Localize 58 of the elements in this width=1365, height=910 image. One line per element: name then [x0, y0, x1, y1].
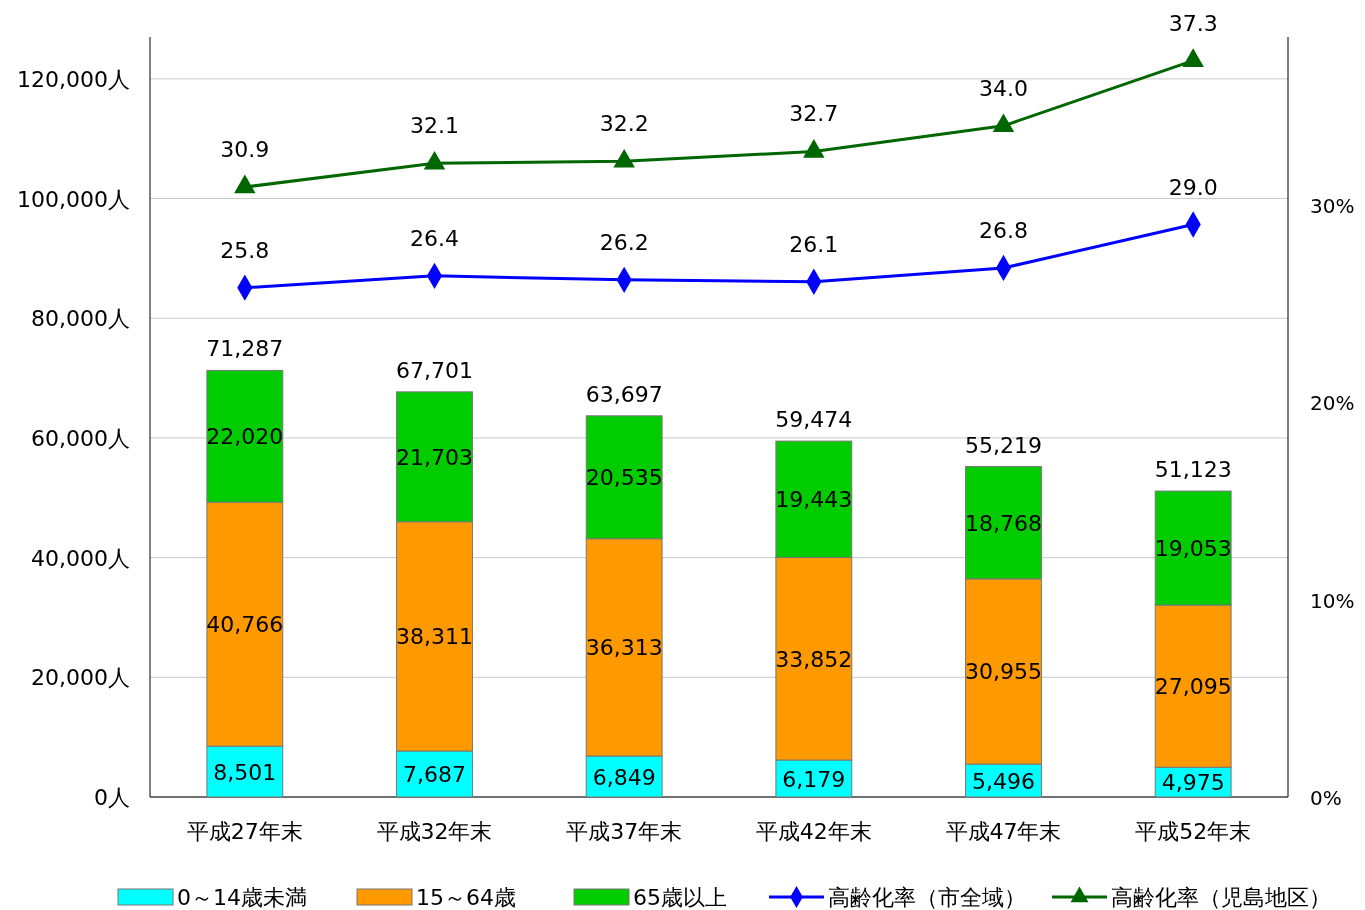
- data-label: 29.0: [1168, 174, 1218, 200]
- data-label: 37.3: [1168, 10, 1218, 36]
- y-tick-label: 80,000人: [31, 306, 130, 332]
- data-label: 21,703: [396, 444, 473, 470]
- data-label: 8,501: [213, 759, 277, 785]
- data-label: 33,852: [775, 646, 853, 672]
- total-label: 51,123: [1154, 457, 1232, 483]
- data-label: 4,975: [1161, 770, 1225, 796]
- data-label: 18,768: [965, 510, 1042, 536]
- legend-label: 高齢化率（児島地区）: [1111, 885, 1331, 910]
- y2-tick-label: 10%: [1310, 588, 1355, 613]
- y2-tick-label: 20%: [1310, 391, 1355, 416]
- data-label: 26.1: [789, 231, 839, 257]
- x-tick-label: 平成27年末: [186, 819, 303, 844]
- data-label: 26.8: [979, 217, 1028, 243]
- data-label: 38,311: [396, 624, 473, 650]
- data-label: 25.8: [220, 237, 270, 263]
- x-tick-label: 平成47年末: [945, 819, 1062, 844]
- data-label: 19,053: [1154, 536, 1232, 562]
- x-tick-label: 平成52年末: [1135, 819, 1252, 844]
- data-label: 22,020: [206, 424, 284, 450]
- y2-tick-label: 30%: [1310, 193, 1355, 218]
- data-label: 32.1: [410, 113, 459, 139]
- data-label: 27,095: [1154, 674, 1232, 700]
- legend-label: 高齢化率（市全域）: [828, 885, 1026, 910]
- data-label: 19,443: [775, 487, 853, 513]
- total-label: 55,219: [965, 432, 1042, 458]
- data-label: 6,179: [782, 766, 846, 792]
- legend-label: 65歳以上: [633, 885, 727, 910]
- data-label: 36,313: [585, 635, 663, 661]
- data-label: 7,687: [403, 762, 466, 787]
- y-tick-label: 60,000人: [31, 425, 130, 451]
- data-label: 5,496: [972, 768, 1035, 794]
- y-tick-label: 100,000人: [17, 186, 130, 212]
- y-tick-label: 0人: [94, 785, 130, 810]
- y-tick-label: 20,000人: [31, 665, 130, 691]
- total-label: 71,287: [206, 336, 284, 362]
- data-label: 34.0: [979, 75, 1028, 101]
- legend-label: 15～64歳: [416, 885, 516, 910]
- x-tick-label: 平成37年末: [566, 819, 683, 844]
- data-label: 26.4: [410, 225, 459, 251]
- data-label: 30,955: [965, 659, 1042, 685]
- data-label: 32.2: [599, 111, 649, 137]
- x-tick-label: 平成42年末: [755, 819, 872, 844]
- data-label: 32.7: [789, 101, 839, 127]
- data-label: 30.9: [220, 137, 270, 163]
- y-tick-label: 40,000人: [31, 545, 130, 571]
- data-label: 20,535: [585, 465, 663, 491]
- total-label: 67,701: [396, 357, 473, 383]
- legend-label: 0～14歳未満: [177, 885, 307, 910]
- y2-tick-label: 0%: [1310, 786, 1342, 810]
- data-label: 6,849: [592, 764, 656, 790]
- data-label: 26.2: [599, 229, 649, 255]
- total-label: 63,697: [585, 381, 663, 407]
- x-tick-label: 平成32年末: [376, 819, 493, 844]
- total-label: 59,474: [775, 407, 853, 433]
- data-label: 40,766: [206, 612, 284, 638]
- y-tick-label: 120,000人: [17, 66, 130, 92]
